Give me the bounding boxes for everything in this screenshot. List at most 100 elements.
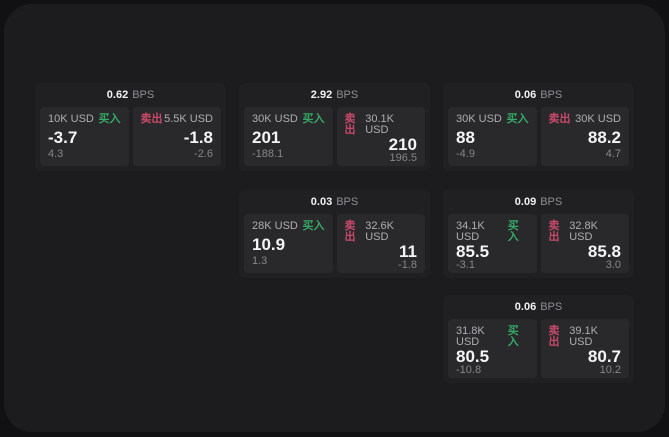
sell-tile-top: 卖出 32.8K USD	[549, 221, 622, 243]
sell-tile-top: 卖出 32.6K USD	[345, 221, 418, 243]
sell-change: -2.6	[194, 148, 213, 160]
quote-body: 30K USD 买入 88 -4.9 卖出 30K USD 88.2 4.7	[448, 107, 629, 166]
quote-body: 31.8K USD 买入 80.5 -10.8 卖出 39.1K USD 80.…	[448, 319, 629, 378]
quote-body: 10K USD 买入 -3.7 4.3 卖出 5.5K USD -1.8 -2.…	[40, 107, 221, 166]
buy-size: 30K USD	[456, 113, 502, 125]
spread-header: 0.09 BPS	[448, 190, 629, 214]
buy-change: -188.1	[252, 148, 284, 160]
buy-tile-top: 30K USD 买入	[252, 114, 325, 125]
buy-change: 4.3	[48, 148, 64, 160]
sell-size: 32.8K USD	[569, 220, 598, 243]
buy-price: 10.9	[252, 234, 286, 254]
sell-size: 30K USD	[575, 113, 621, 125]
buy-change: -10.8	[456, 364, 482, 376]
sell-price: 80.7	[587, 347, 621, 366]
buy-price: 85.5	[456, 242, 490, 261]
spread-unit: BPS	[540, 88, 563, 101]
sell-tile[interactable]: 卖出 5.5K USD -1.8 -2.6	[132, 107, 221, 166]
spread-unit: BPS	[132, 88, 155, 101]
quote-card-1: 0.62 BPS 10K USD 买入 -3.7 4.3 卖出 5.5K USD…	[35, 83, 226, 171]
buy-size: 34.1K USD	[456, 220, 485, 243]
spread-value: 0.03	[310, 195, 333, 208]
sell-size: 30.1K USD	[365, 113, 394, 136]
sell-tile[interactable]: 卖出 39.1K USD 80.7 10.2	[540, 319, 629, 378]
sell-tile[interactable]: 卖出 30K USD 88.2 4.7	[540, 107, 629, 166]
buy-size: 28K USD	[252, 220, 298, 232]
quote-card-3: 0.06 BPS 30K USD 买入 88 -4.9 卖出 30K USD 8…	[443, 83, 634, 171]
buy-tile[interactable]: 30K USD 买入 201 -188.1	[244, 107, 333, 166]
buy-tile-top: 31.8K USD 买入	[456, 326, 529, 348]
spread-unit: BPS	[540, 195, 563, 208]
buy-tile-top: 10K USD 买入	[48, 114, 121, 125]
quote-card-6: 0.06 BPS 31.8K USD 买入 80.5 -10.8 卖出 39.1…	[443, 295, 634, 383]
sell-price: 85.8	[587, 242, 621, 261]
sell-tile[interactable]: 卖出 32.8K USD 85.8 3.0	[540, 214, 629, 273]
buy-tile-top: 30K USD 买入	[456, 114, 529, 125]
sell-price: 88.2	[587, 127, 621, 147]
sell-size: 39.1K USD	[569, 325, 598, 348]
sell-tile[interactable]: 卖出 32.6K USD 11 -1.8	[336, 214, 425, 273]
buy-change: 1.3	[252, 255, 268, 267]
quote-body: 28K USD 买入 10.9 1.3 卖出 32.6K USD 11 -1.8	[244, 214, 425, 273]
quotes-panel: 0.62 BPS 10K USD 买入 -3.7 4.3 卖出 5.5K USD…	[4, 4, 665, 432]
sell-change: 10.2	[599, 364, 621, 376]
buy-button-label[interactable]: 买入	[507, 220, 519, 243]
sell-tile[interactable]: 卖出 30.1K USD 210 196.5	[336, 107, 425, 166]
sell-tile-top: 卖出 5.5K USD	[141, 114, 214, 125]
spread-header: 0.03 BPS	[244, 190, 425, 214]
spread-value: 0.09	[514, 195, 537, 208]
buy-button-label[interactable]: 买入	[302, 113, 325, 125]
buy-size: 30K USD	[252, 113, 298, 125]
spread-unit: BPS	[336, 195, 359, 208]
sell-button-label[interactable]: 卖出	[140, 113, 163, 125]
quote-card-2: 2.92 BPS 30K USD 买入 201 -188.1 卖出 30.1K …	[239, 83, 430, 171]
buy-price: -3.7	[48, 127, 78, 147]
spread-value: 2.92	[310, 88, 333, 101]
spread-value: 0.06	[514, 88, 537, 101]
buy-button-label[interactable]: 买入	[98, 113, 121, 125]
sell-button-label[interactable]: 卖出	[548, 113, 571, 125]
quote-card-5: 0.09 BPS 34.1K USD 买入 85.5 -3.1 卖出 32.8K…	[443, 190, 634, 278]
spread-header: 0.06 BPS	[448, 83, 629, 107]
sell-price: 210	[388, 135, 417, 154]
sell-tile-top: 卖出 39.1K USD	[549, 326, 622, 348]
buy-size: 10K USD	[48, 113, 94, 125]
buy-tile[interactable]: 30K USD 买入 88 -4.9	[448, 107, 537, 166]
buy-tile[interactable]: 31.8K USD 买入 80.5 -10.8	[448, 319, 537, 378]
buy-button-label[interactable]: 买入	[302, 220, 325, 232]
spread-header: 0.62 BPS	[40, 83, 221, 107]
sell-button-label[interactable]: 卖出	[548, 325, 560, 348]
buy-tile[interactable]: 34.1K USD 买入 85.5 -3.1	[448, 214, 537, 273]
buy-button-label[interactable]: 买入	[507, 325, 519, 348]
buy-price: 201	[252, 127, 281, 147]
sell-price: 11	[399, 242, 417, 261]
sell-change: 4.7	[605, 148, 621, 160]
buy-price: 80.5	[456, 347, 490, 366]
spread-value: 0.62	[106, 88, 129, 101]
sell-size: 32.6K USD	[365, 220, 394, 243]
spread-header: 0.06 BPS	[448, 295, 629, 319]
buy-button-label[interactable]: 买入	[506, 113, 529, 125]
sell-change: 3.0	[605, 259, 621, 271]
buy-tile-top: 28K USD 买入	[252, 221, 325, 232]
sell-size: 5.5K USD	[164, 113, 213, 125]
sell-button-label[interactable]: 卖出	[344, 220, 356, 243]
buy-tile-top: 34.1K USD 买入	[456, 221, 529, 243]
buy-change: -3.1	[456, 259, 475, 271]
sell-change: 196.5	[389, 152, 417, 164]
quote-body: 30K USD 买入 201 -188.1 卖出 30.1K USD 210 1…	[244, 107, 425, 166]
buy-price: 88	[456, 127, 475, 147]
spread-value: 0.06	[514, 300, 537, 313]
spread-header: 2.92 BPS	[244, 83, 425, 107]
sell-change: -1.8	[398, 259, 417, 271]
buy-tile[interactable]: 10K USD 买入 -3.7 4.3	[40, 107, 129, 166]
sell-tile-top: 卖出 30K USD	[549, 114, 622, 125]
buy-tile[interactable]: 28K USD 买入 10.9 1.3	[244, 214, 333, 273]
buy-size: 31.8K USD	[456, 325, 485, 348]
sell-price: -1.8	[183, 127, 213, 147]
quote-card-4: 0.03 BPS 28K USD 买入 10.9 1.3 卖出 32.6K US…	[239, 190, 430, 278]
sell-button-label[interactable]: 卖出	[548, 220, 560, 243]
buy-change: -4.9	[456, 148, 475, 160]
quote-body: 34.1K USD 买入 85.5 -3.1 卖出 32.8K USD 85.8…	[448, 214, 629, 273]
sell-button-label[interactable]: 卖出	[344, 113, 356, 136]
